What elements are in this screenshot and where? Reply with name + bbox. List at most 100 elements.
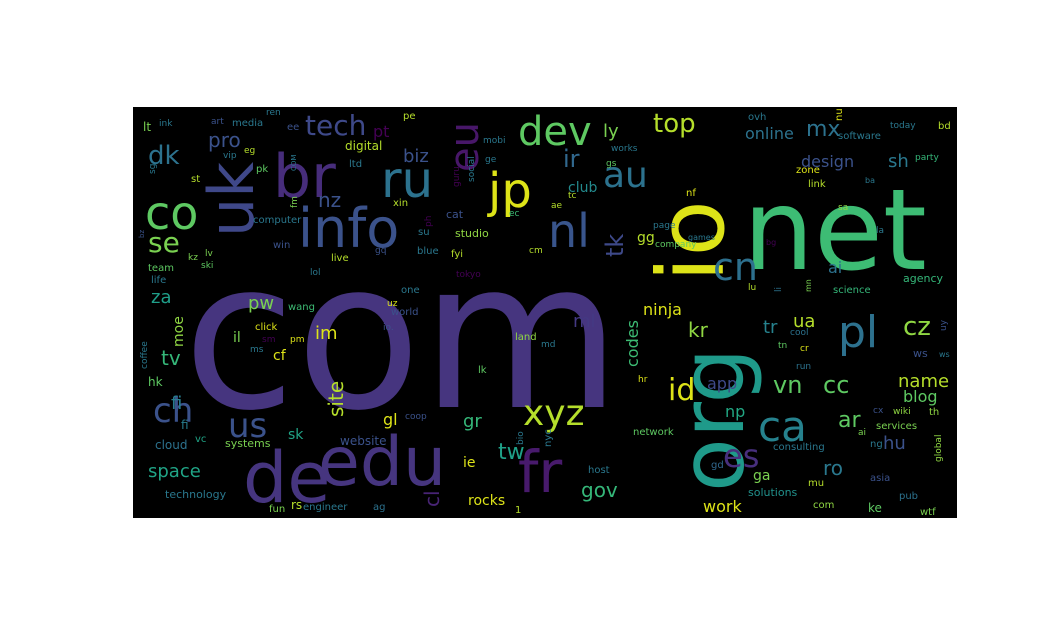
word-108: land [515,332,537,343]
word-163: ph [424,216,434,227]
word-14: nl [548,204,590,258]
word-22: ch [153,391,193,431]
word-181: ren [266,108,281,118]
word-112: run [796,362,811,372]
word-176: ltd [349,159,362,170]
word-161: xin [393,198,408,209]
word-175: computer [253,215,302,226]
word-98: pub [899,491,918,502]
word-61: ai [828,258,842,277]
word-28: se [148,226,180,259]
word-35: ir [563,145,580,173]
word-174: win [273,240,290,251]
word-109: lk [478,365,487,376]
word-4: io [638,200,745,282]
word-118: lu [748,283,756,293]
word-195: ski [201,261,213,271]
word-23: us [228,406,267,446]
word-155: cm [529,246,543,256]
word-19: pl [838,307,878,358]
word-197: bz [138,230,146,238]
word-127: ng [870,439,883,450]
word-3: org [661,348,764,492]
word-39: ro [823,456,843,480]
word-179: COM [290,155,298,171]
word-29: id [668,373,695,408]
word-150: social [467,156,477,182]
word-116: science [833,285,871,296]
word-122: services [876,421,917,432]
word-59: ml [573,311,596,332]
word-166: uz [387,299,398,309]
word-159: studio [455,227,489,240]
word-37: tw [498,440,525,465]
word-124: th [929,407,939,418]
word-198: sm [262,335,275,345]
word-55: gr [463,411,482,432]
word-101: host [588,465,610,476]
word-89: rs [291,498,302,512]
word-153: ae [551,201,563,211]
word-13: jp [487,163,532,219]
word-9: br [273,142,336,212]
word-80: digital [345,139,382,153]
word-51: ua [793,311,815,332]
word-129: uy [939,319,949,331]
word-63: np [725,402,745,421]
word-104: network [633,427,674,438]
word-79: website [340,434,387,448]
word-52: tr [763,317,778,338]
word-32: cc [823,371,849,399]
word-113: cr [800,344,809,354]
word-170: wang [288,302,315,313]
word-47: kr [688,318,709,342]
word-69: gg [637,230,655,246]
word-42: space [148,461,201,482]
word-75: ga [753,468,770,484]
word-117: agency [903,272,944,285]
word-66: design [801,152,854,171]
word-25: tech [305,109,366,142]
word-92: 1 [515,505,521,516]
word-190: sg [148,164,158,174]
word-6: de [243,437,331,518]
word-49: pw [248,293,274,314]
word-173: ms [250,345,264,355]
word-30: tk [601,234,629,257]
word-71: cl [420,490,444,507]
word-53: hu [883,433,906,454]
word-40: tv [161,346,181,370]
word-97: wtf [920,507,936,518]
word-164: gq [375,246,386,256]
word-171: click [255,322,278,333]
word-121: asia [870,473,890,484]
word-88: fun [269,504,285,515]
word-189: lt [143,120,151,134]
word-151: guru [452,166,462,187]
word-148: mobi [483,136,506,146]
word-136: sa [838,203,848,213]
word-183: media [232,118,263,129]
word-17: au [603,155,648,196]
word-27: dk [148,141,180,171]
word-192: life [151,275,166,286]
word-95: mu [808,478,824,489]
word-188: ink [159,119,173,129]
word-10: info [298,197,399,260]
word-142: software [838,131,881,142]
word-11: ru [381,151,433,209]
word-54: fi [171,393,182,414]
word-cloud: com net org io edu de fr uk br info ru co jp nl dev eu a… [133,107,957,518]
word-186: vip [223,151,237,161]
word-140: party [915,153,939,163]
word-56: site [324,381,348,417]
word-132: games [688,233,715,242]
word-193: kz [188,253,198,263]
word-120: mn [804,279,813,292]
word-5: edu [318,423,446,502]
word-99: consulting [773,442,825,453]
word-31: vn [773,371,802,399]
word-18: cn [713,245,758,289]
word-33: cz [903,312,931,342]
word-187: st [191,174,200,185]
